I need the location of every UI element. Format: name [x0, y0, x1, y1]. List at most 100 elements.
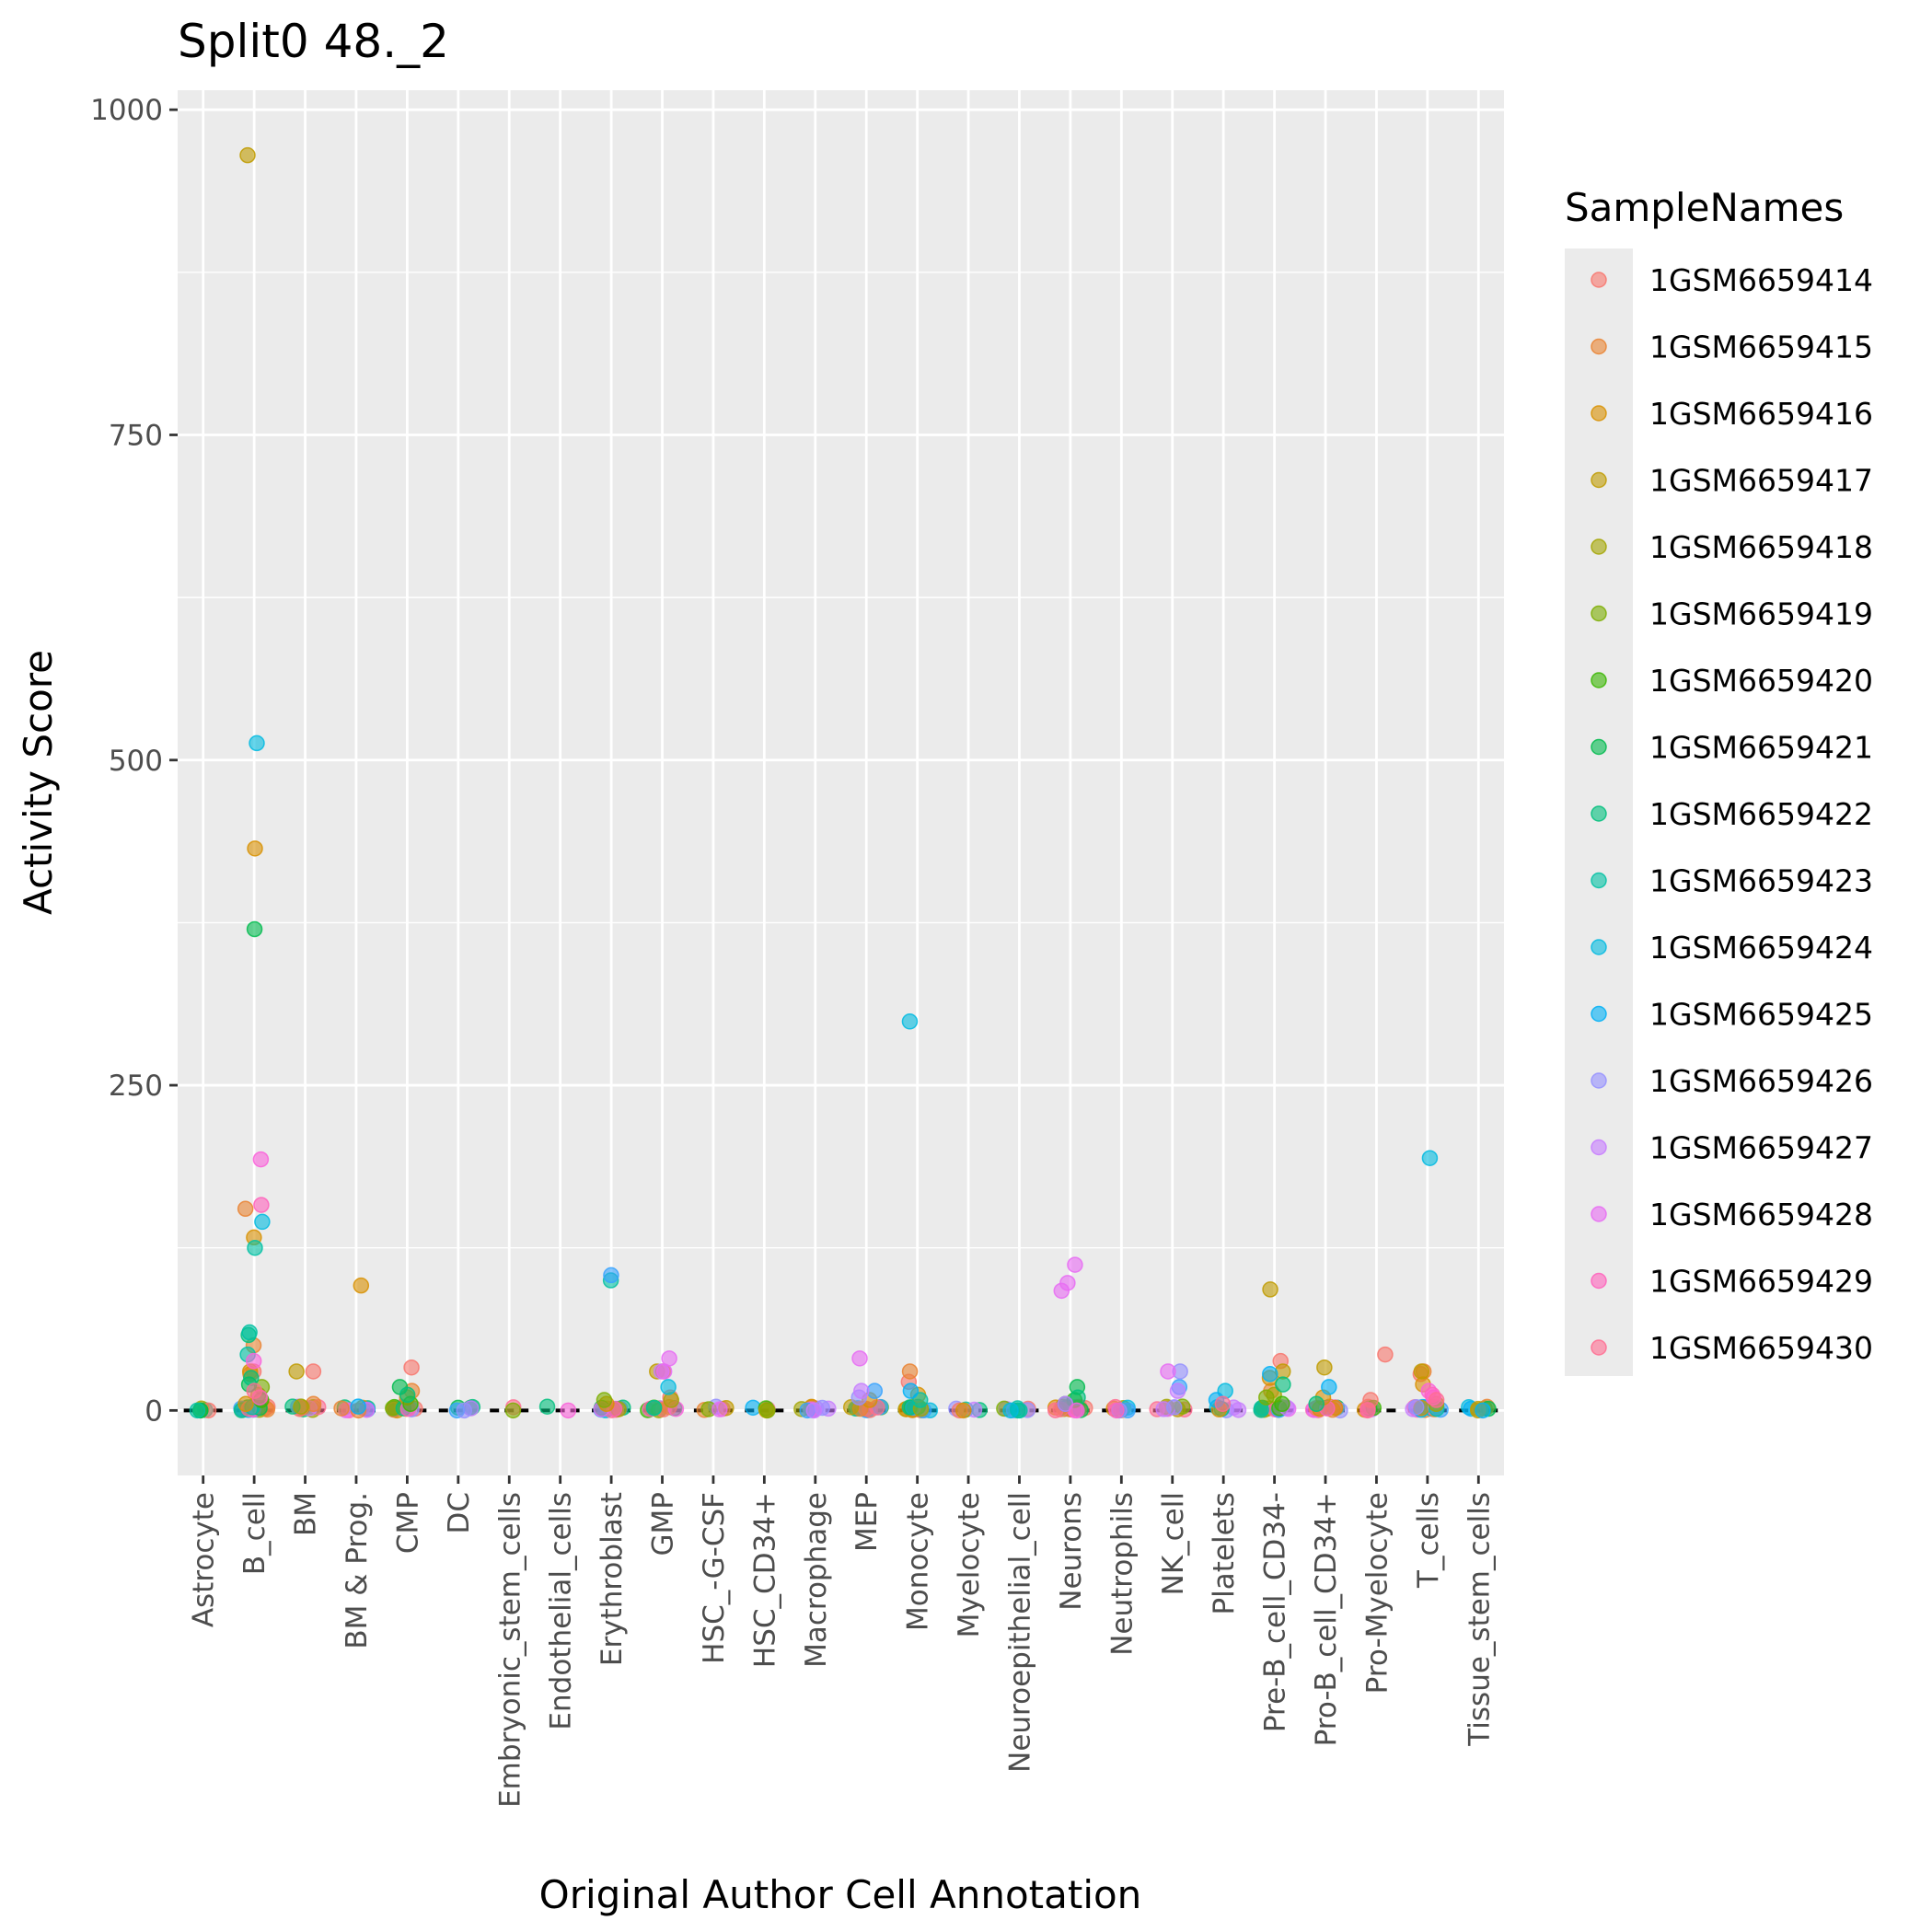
x-tick-label: Neurons — [1055, 1492, 1088, 1611]
data-point — [1321, 1379, 1337, 1395]
x-tick-label: Endothelial_cells — [545, 1492, 578, 1730]
legend-label: 1GSM6659428 — [1649, 1197, 1873, 1232]
legend-label: 1GSM6659422 — [1649, 796, 1873, 832]
y-tick-label: 500 — [109, 745, 163, 778]
x-axis-title: Original Author Cell Annotation — [539, 1872, 1142, 1917]
legend-key — [1591, 1139, 1607, 1156]
data-point — [403, 1359, 420, 1376]
data-point — [353, 1277, 370, 1294]
x-tick-label: Pre-B_cell_CD34- — [1259, 1492, 1292, 1732]
legend-label: 1GSM6659415 — [1649, 330, 1873, 365]
data-point — [1377, 1346, 1394, 1363]
x-tick-label: Myelocyte — [953, 1492, 986, 1637]
legend-key — [1591, 872, 1607, 889]
legend-label: 1GSM6659420 — [1649, 663, 1873, 699]
data-point — [399, 1386, 416, 1404]
x-tick-label: B_cell — [238, 1492, 272, 1575]
legend-label: 1GSM6659414 — [1649, 262, 1873, 298]
data-point — [288, 1363, 305, 1380]
data-point — [504, 1402, 522, 1419]
data-point — [1308, 1395, 1325, 1413]
data-point — [853, 1382, 870, 1399]
x-tick-label: Erythroblast — [596, 1492, 629, 1666]
data-point — [851, 1350, 868, 1367]
legend-key — [1591, 1272, 1607, 1290]
legend-key — [1591, 538, 1607, 555]
legend-label: 1GSM6659418 — [1649, 529, 1873, 565]
x-tick-label: T_cells — [1412, 1492, 1445, 1589]
legend-label: 1GSM6659421 — [1649, 730, 1873, 766]
y-tick-label: 750 — [109, 419, 163, 452]
data-point — [955, 1402, 972, 1419]
data-point — [1108, 1402, 1125, 1419]
data-point — [901, 1013, 919, 1030]
data-point — [1316, 1359, 1333, 1376]
data-point — [1475, 1402, 1491, 1419]
data-point — [1214, 1395, 1232, 1413]
legend-key — [1591, 605, 1607, 622]
y-tick-label: 0 — [145, 1394, 163, 1428]
legend-key — [1591, 939, 1607, 955]
data-point — [759, 1402, 776, 1419]
data-point — [560, 1402, 577, 1419]
legend-label: 1GSM6659430 — [1649, 1330, 1873, 1366]
legend-label: 1GSM6659427 — [1649, 1130, 1873, 1166]
data-point — [350, 1398, 366, 1415]
y-axis-title: Activity Score — [16, 650, 61, 915]
data-point — [243, 1370, 260, 1386]
data-point — [1067, 1256, 1083, 1273]
data-point — [711, 1401, 728, 1417]
data-point — [239, 146, 256, 164]
data-point — [901, 1363, 919, 1380]
chart-title: Split0 48._2 — [178, 15, 449, 68]
data-point — [538, 1398, 556, 1415]
data-point — [1165, 1399, 1183, 1416]
x-tick-label: Embryonic_stem_cells — [493, 1492, 526, 1808]
x-tick-label: Pro-Myelocyte — [1360, 1492, 1394, 1694]
x-tick-label: Tissue_stem_cells — [1463, 1492, 1496, 1747]
data-point — [1262, 1366, 1278, 1382]
legend-key — [1591, 1072, 1607, 1089]
data-point — [252, 1151, 270, 1168]
data-point — [253, 1197, 270, 1213]
data-point — [805, 1402, 823, 1419]
x-tick-label: MEP — [850, 1492, 884, 1552]
data-point — [293, 1398, 309, 1415]
legend-label: 1GSM6659423 — [1649, 863, 1873, 899]
legend-label: 1GSM6659424 — [1649, 930, 1873, 966]
data-point — [663, 1392, 680, 1408]
legend: SampleNames 1GSM6659414 1GSM6659415 1GSM66… — [1565, 185, 1873, 1376]
data-point — [603, 1267, 619, 1284]
x-axis: Astrocyte B_cell BM BM & Prog. CMP DC Embryoni… — [188, 1475, 1496, 1808]
data-point — [245, 1352, 262, 1370]
legend-key — [1591, 1005, 1607, 1023]
data-point — [645, 1399, 663, 1417]
legend-title: SampleNames — [1565, 185, 1844, 230]
data-point — [189, 1402, 206, 1419]
data-point — [1169, 1382, 1186, 1399]
x-tick-label: HSC_CD34+ — [748, 1492, 781, 1668]
x-tick-label: GMP — [647, 1492, 680, 1556]
x-tick-label: Pro-B_cell_CD34+ — [1310, 1492, 1343, 1746]
data-point — [1413, 1363, 1430, 1380]
data-point — [241, 1324, 258, 1341]
y-tick-label: 250 — [109, 1070, 163, 1103]
data-point — [596, 1392, 613, 1408]
x-tick-label: Monocyte — [902, 1492, 935, 1631]
data-point — [1258, 1389, 1275, 1406]
data-point — [1275, 1376, 1291, 1393]
data-point — [237, 1395, 254, 1413]
data-point — [247, 840, 263, 857]
data-point — [1421, 1150, 1439, 1166]
legend-key — [1591, 1339, 1607, 1356]
data-point — [237, 1200, 254, 1218]
data-point — [1069, 1402, 1085, 1419]
data-point — [305, 1363, 322, 1380]
data-point — [1274, 1395, 1290, 1413]
legend-key — [1591, 471, 1607, 489]
data-points — [189, 146, 1497, 1419]
legend-key — [1591, 1206, 1607, 1222]
data-point — [1359, 1402, 1376, 1419]
data-point — [456, 1402, 473, 1419]
x-tick-label: Platelets — [1208, 1492, 1241, 1615]
